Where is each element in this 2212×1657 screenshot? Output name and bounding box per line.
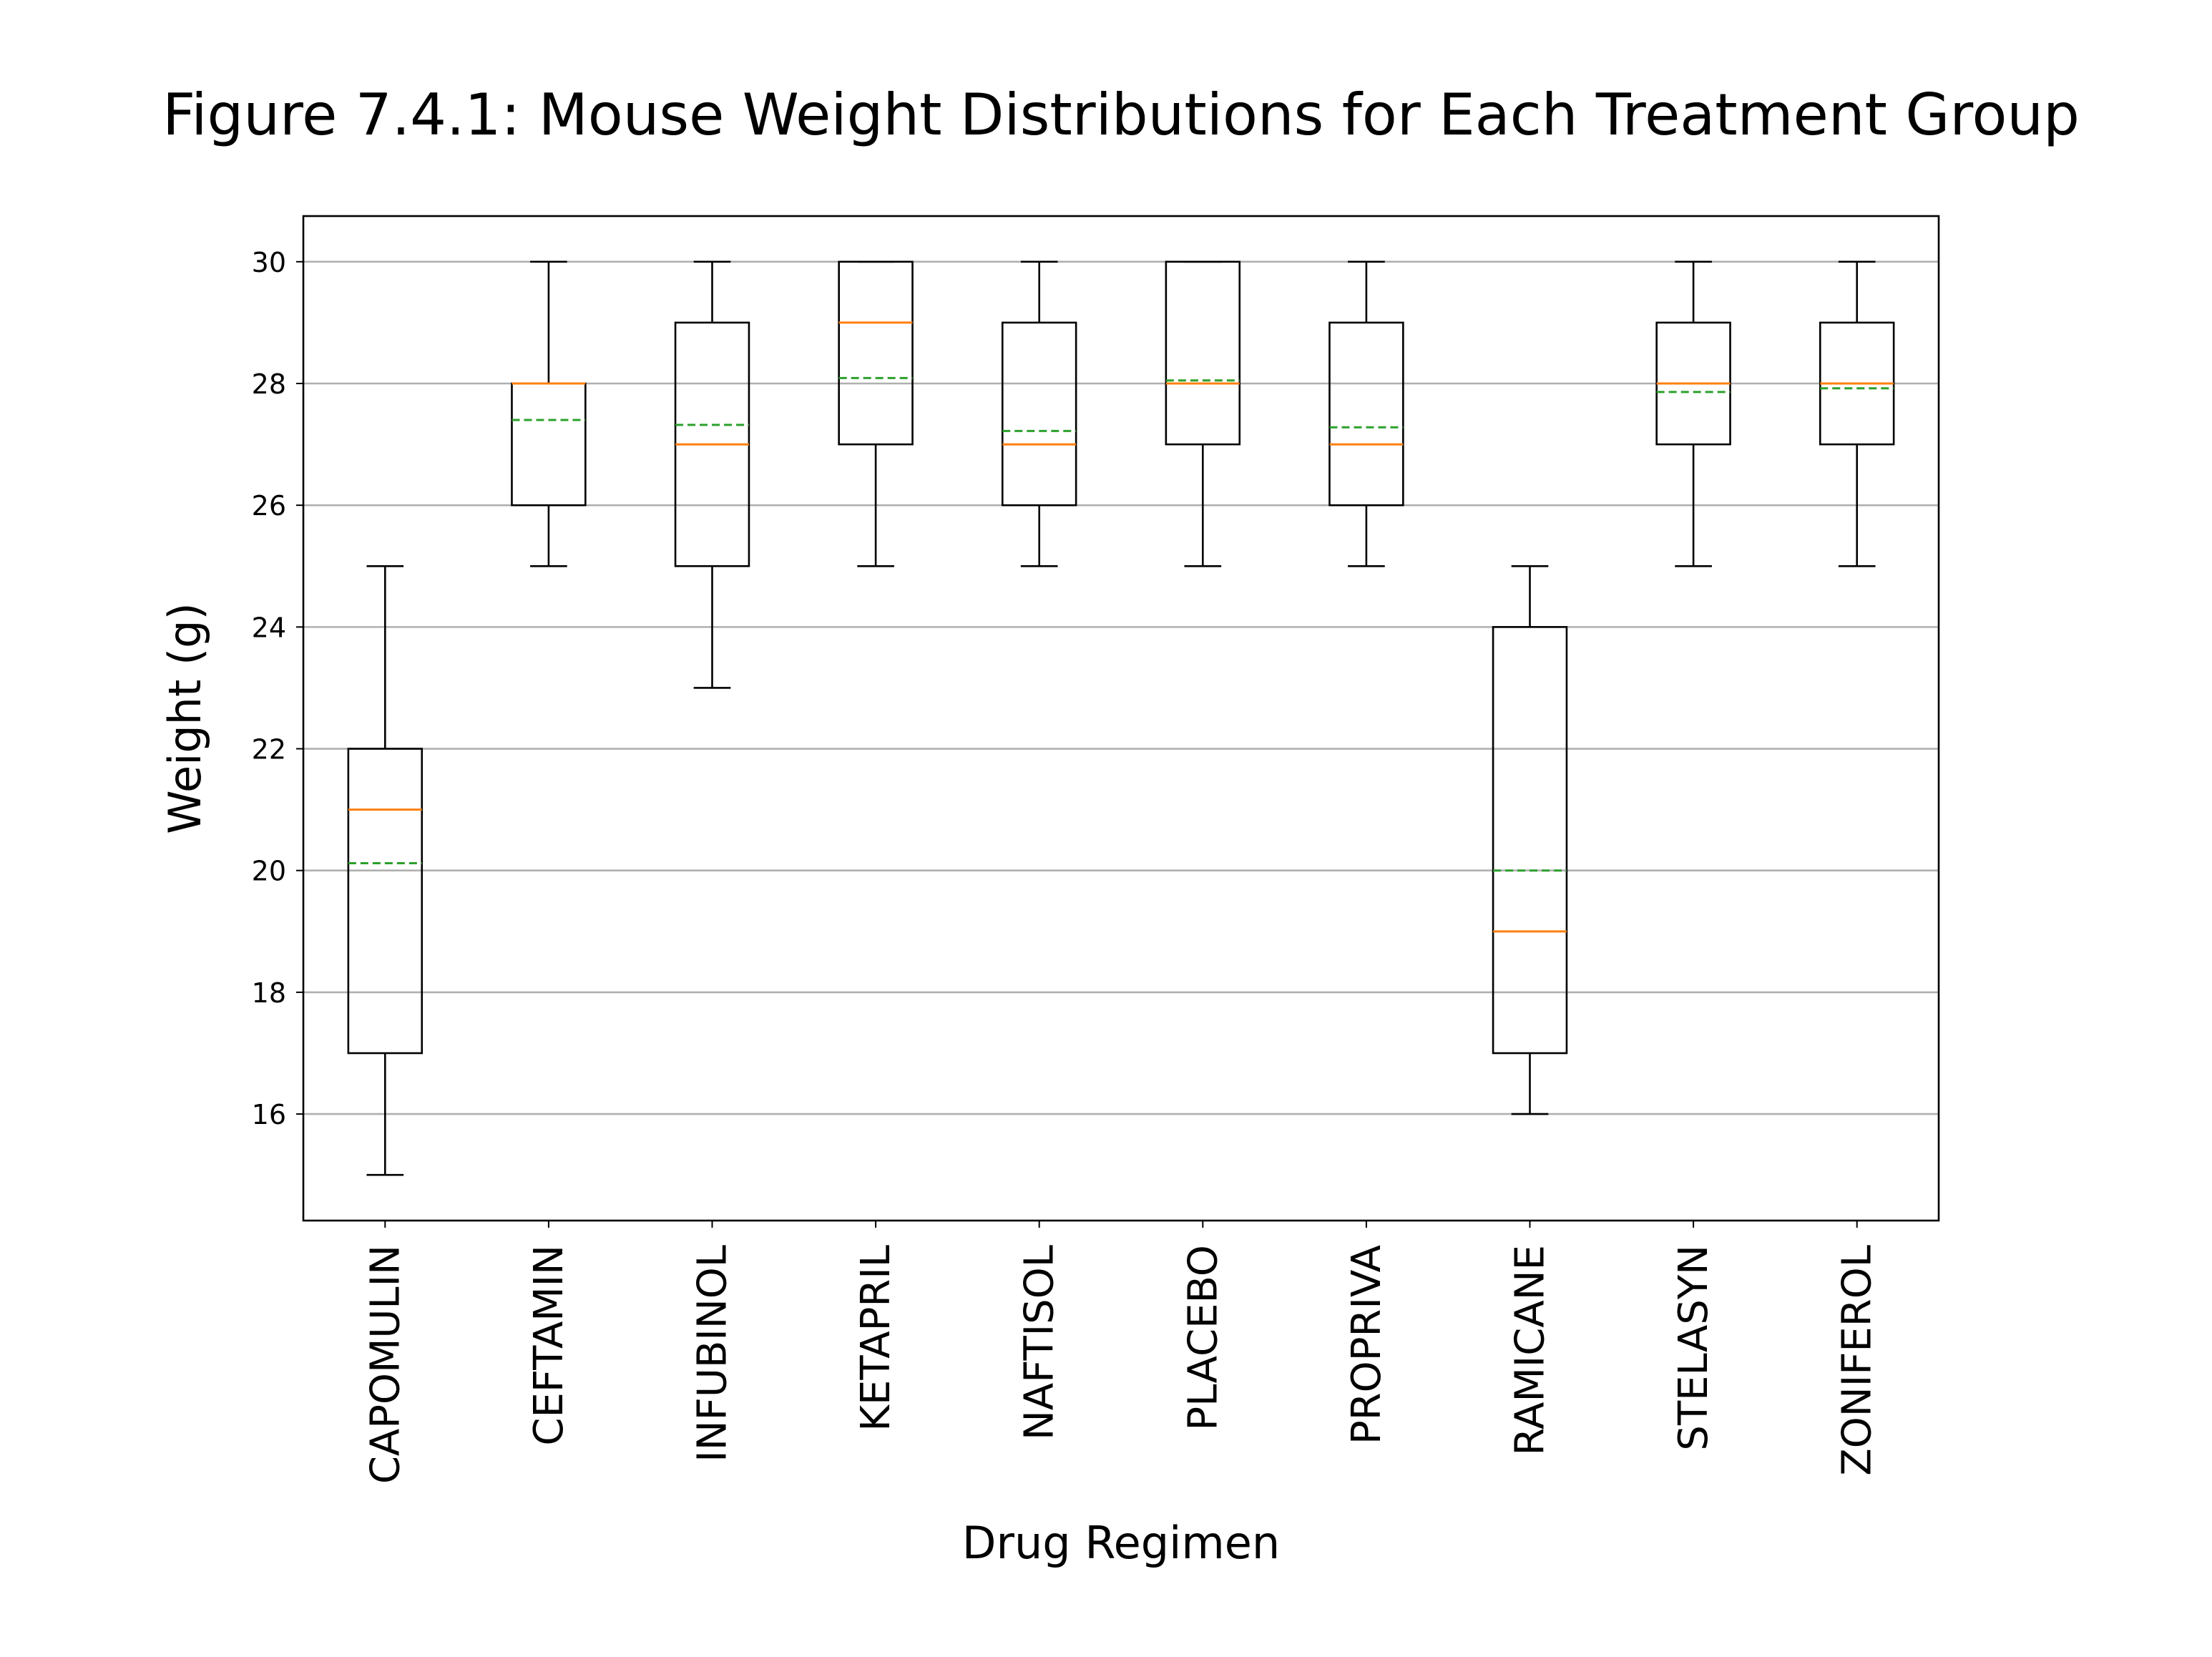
- iqr-box: [1165, 260, 1241, 446]
- y-tick-label: 28: [252, 368, 286, 400]
- x-tick-label: KETAPRIL: [853, 1245, 899, 1432]
- box-ramicane: [1492, 564, 1568, 1115]
- x-axis: CAPOMULIN CEFTAMIN INFUBINOL KETAPRIL NAFTIS…: [362, 1221, 1881, 1484]
- x-tick-label: PROPRIVA: [1344, 1245, 1390, 1445]
- y-tick-label: 20: [252, 856, 286, 887]
- box-placebo: [1165, 260, 1241, 567]
- x-tick-label: STELASYN: [1670, 1245, 1717, 1451]
- box-capomulin: [347, 564, 424, 1176]
- box-stelasyn: [1655, 260, 1731, 567]
- box-naftisol: [1001, 260, 1077, 567]
- x-tick-label: INFUBINOL: [690, 1245, 736, 1462]
- plot-area-frame: [302, 215, 1940, 1222]
- y-tick-label: 22: [252, 734, 286, 766]
- x-tick-label: NAFTISOL: [1017, 1245, 1063, 1440]
- y-axis: 16 18 20 22 24 26 28 30: [252, 247, 303, 1130]
- iqr-box: [347, 748, 424, 1055]
- y-tick-label: 30: [252, 247, 286, 278]
- y-tick-label: 16: [252, 1099, 286, 1130]
- iqr-box: [1328, 321, 1404, 507]
- iqr-box: [838, 260, 914, 446]
- x-tick-label: CEFTAMIN: [526, 1245, 572, 1446]
- box-zoniferol: [1819, 260, 1895, 567]
- y-axis-label: Weight (g): [159, 602, 211, 834]
- iqr-box: [1001, 321, 1077, 507]
- x-tick-label: CAPOMULIN: [362, 1245, 408, 1484]
- box-ketapril: [838, 260, 914, 567]
- box-infubinol: [674, 260, 750, 689]
- y-tick-label: 18: [252, 977, 286, 1009]
- x-tick-label: PLACEBO: [1180, 1245, 1226, 1431]
- x-tick-label: RAMICANE: [1507, 1245, 1554, 1455]
- x-axis-label: Drug Regimen: [962, 1517, 1280, 1569]
- box-ceftamin: [511, 260, 587, 567]
- x-tick-label: ZONIFEROL: [1834, 1245, 1881, 1476]
- y-tick-label: 26: [252, 490, 286, 522]
- iqr-box: [1492, 626, 1568, 1055]
- box-propriva: [1328, 260, 1404, 567]
- box-plot-series: [347, 260, 1895, 1176]
- y-tick-label: 24: [252, 612, 286, 643]
- chart-title: Figure 7.4.1: Mouse Weight Distributions…: [162, 82, 2080, 148]
